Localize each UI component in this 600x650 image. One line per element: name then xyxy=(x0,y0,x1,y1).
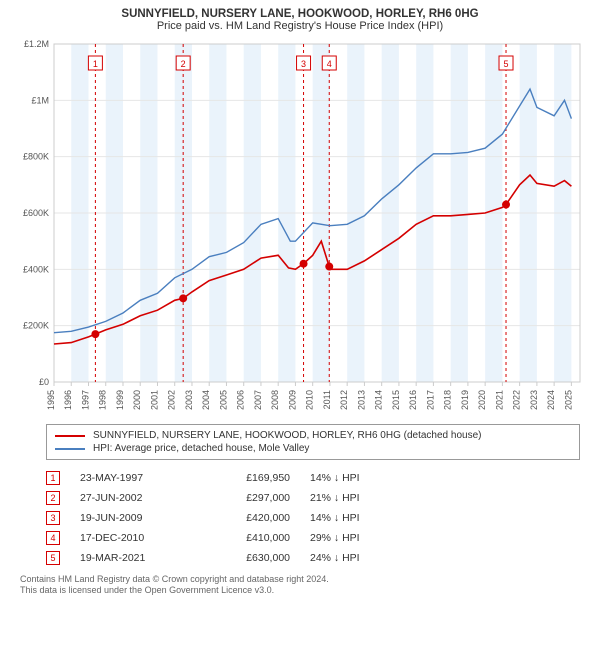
event-marker-icon: 3 xyxy=(46,511,60,525)
svg-text:2011: 2011 xyxy=(322,390,332,409)
event-row: 4 17-DEC-2010 £410,000 29% ↓ HPI xyxy=(46,528,580,548)
svg-text:2005: 2005 xyxy=(218,390,228,410)
svg-text:2023: 2023 xyxy=(529,390,539,410)
svg-text:4: 4 xyxy=(327,59,332,69)
footnote-line1: Contains HM Land Registry data © Crown c… xyxy=(20,574,580,585)
event-row: 3 19-JUN-2009 £420,000 14% ↓ HPI xyxy=(46,508,580,528)
footnote-line2: This data is licensed under the Open Gov… xyxy=(20,585,580,596)
svg-text:2007: 2007 xyxy=(253,390,263,410)
legend-label-property: SUNNYFIELD, NURSERY LANE, HOOKWOOD, HORL… xyxy=(93,430,481,441)
svg-text:£1M: £1M xyxy=(31,95,49,105)
svg-text:2009: 2009 xyxy=(287,390,297,410)
svg-text:2017: 2017 xyxy=(425,390,435,410)
svg-text:2013: 2013 xyxy=(356,390,366,410)
svg-text:2001: 2001 xyxy=(149,390,159,410)
svg-text:2014: 2014 xyxy=(374,390,384,410)
svg-text:2024: 2024 xyxy=(546,390,556,410)
event-marker-icon: 5 xyxy=(46,551,60,565)
event-marker-icon: 4 xyxy=(46,531,60,545)
svg-text:1: 1 xyxy=(93,59,98,69)
svg-text:1999: 1999 xyxy=(115,390,125,410)
svg-text:2003: 2003 xyxy=(184,390,194,410)
legend-swatch-hpi xyxy=(55,448,85,450)
legend-swatch-property xyxy=(55,435,85,437)
page-title: SUNNYFIELD, NURSERY LANE, HOOKWOOD, HORL… xyxy=(10,8,590,20)
event-date: 27-JUN-2002 xyxy=(80,492,190,504)
event-row: 2 27-JUN-2002 £297,000 21% ↓ HPI xyxy=(46,488,580,508)
event-discount: 14% ↓ HPI xyxy=(310,472,360,484)
legend-label-hpi: HPI: Average price, detached house, Mole… xyxy=(93,443,309,454)
svg-text:2020: 2020 xyxy=(477,390,487,410)
event-price: £630,000 xyxy=(210,552,290,564)
svg-text:1996: 1996 xyxy=(63,390,73,410)
event-price: £410,000 xyxy=(210,532,290,544)
svg-text:£0: £0 xyxy=(39,377,49,387)
svg-text:2008: 2008 xyxy=(270,390,280,410)
event-price: £420,000 xyxy=(210,512,290,524)
svg-text:2000: 2000 xyxy=(132,390,142,410)
svg-text:£800K: £800K xyxy=(23,152,49,162)
event-date: 17-DEC-2010 xyxy=(80,532,190,544)
page-subtitle: Price paid vs. HM Land Registry's House … xyxy=(10,20,590,32)
svg-text:2018: 2018 xyxy=(443,390,453,410)
svg-text:3: 3 xyxy=(301,59,306,69)
svg-text:2015: 2015 xyxy=(391,390,401,410)
svg-text:2010: 2010 xyxy=(305,390,315,410)
svg-text:1997: 1997 xyxy=(80,390,90,410)
legend-row-property: SUNNYFIELD, NURSERY LANE, HOOKWOOD, HORL… xyxy=(55,429,571,442)
chart-svg: £0 £200K £400K £600K £800K £1M £1.2M 1995 1996 19… xyxy=(10,38,590,418)
event-price: £297,000 xyxy=(210,492,290,504)
svg-text:£600K: £600K xyxy=(23,208,49,218)
svg-text:2022: 2022 xyxy=(512,390,522,410)
event-discount: 24% ↓ HPI xyxy=(310,552,360,564)
event-marker-icon: 1 xyxy=(46,471,60,485)
legend-row-hpi: HPI: Average price, detached house, Mole… xyxy=(55,442,571,455)
svg-text:1995: 1995 xyxy=(46,390,56,410)
svg-text:2016: 2016 xyxy=(408,390,418,410)
event-row: 1 23-MAY-1997 £169,950 14% ↓ HPI xyxy=(46,468,580,488)
event-date: 19-MAR-2021 xyxy=(80,552,190,564)
svg-text:2006: 2006 xyxy=(236,390,246,410)
svg-text:2025: 2025 xyxy=(563,390,573,410)
event-date: 23-MAY-1997 xyxy=(80,472,190,484)
event-discount: 14% ↓ HPI xyxy=(310,512,360,524)
event-row: 5 19-MAR-2021 £630,000 24% ↓ HPI xyxy=(46,548,580,568)
price-chart: £0 £200K £400K £600K £800K £1M £1.2M 1995 1996 19… xyxy=(10,38,590,418)
svg-text:2004: 2004 xyxy=(201,390,211,410)
legend: SUNNYFIELD, NURSERY LANE, HOOKWOOD, HORL… xyxy=(46,424,580,460)
svg-text:2: 2 xyxy=(181,59,186,69)
event-date: 19-JUN-2009 xyxy=(80,512,190,524)
svg-text:2019: 2019 xyxy=(460,390,470,410)
svg-text:2021: 2021 xyxy=(494,390,504,410)
event-discount: 29% ↓ HPI xyxy=(310,532,360,544)
svg-text:5: 5 xyxy=(504,59,509,69)
svg-text:£400K: £400K xyxy=(23,264,49,274)
svg-text:£200K: £200K xyxy=(23,321,49,331)
footnote: Contains HM Land Registry data © Crown c… xyxy=(20,574,580,597)
container: SUNNYFIELD, NURSERY LANE, HOOKWOOD, HORL… xyxy=(0,0,600,603)
svg-text:2002: 2002 xyxy=(167,390,177,410)
svg-text:1998: 1998 xyxy=(98,390,108,410)
event-price: £169,950 xyxy=(210,472,290,484)
event-table: 1 23-MAY-1997 £169,950 14% ↓ HPI 2 27-JUN-200… xyxy=(46,468,580,568)
event-discount: 21% ↓ HPI xyxy=(310,492,360,504)
event-marker-icon: 2 xyxy=(46,491,60,505)
svg-text:2012: 2012 xyxy=(339,390,349,410)
svg-text:£1.2M: £1.2M xyxy=(24,39,49,49)
